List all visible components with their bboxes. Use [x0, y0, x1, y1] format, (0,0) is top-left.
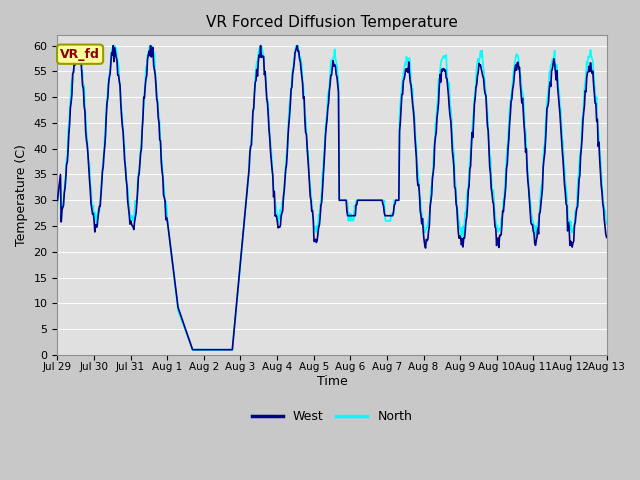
Title: VR Forced Diffusion Temperature: VR Forced Diffusion Temperature	[206, 15, 458, 30]
Y-axis label: Temperature (C): Temperature (C)	[15, 144, 28, 246]
Text: VR_fd: VR_fd	[60, 48, 100, 60]
Legend: West, North: West, North	[246, 406, 417, 429]
X-axis label: Time: Time	[317, 375, 348, 388]
